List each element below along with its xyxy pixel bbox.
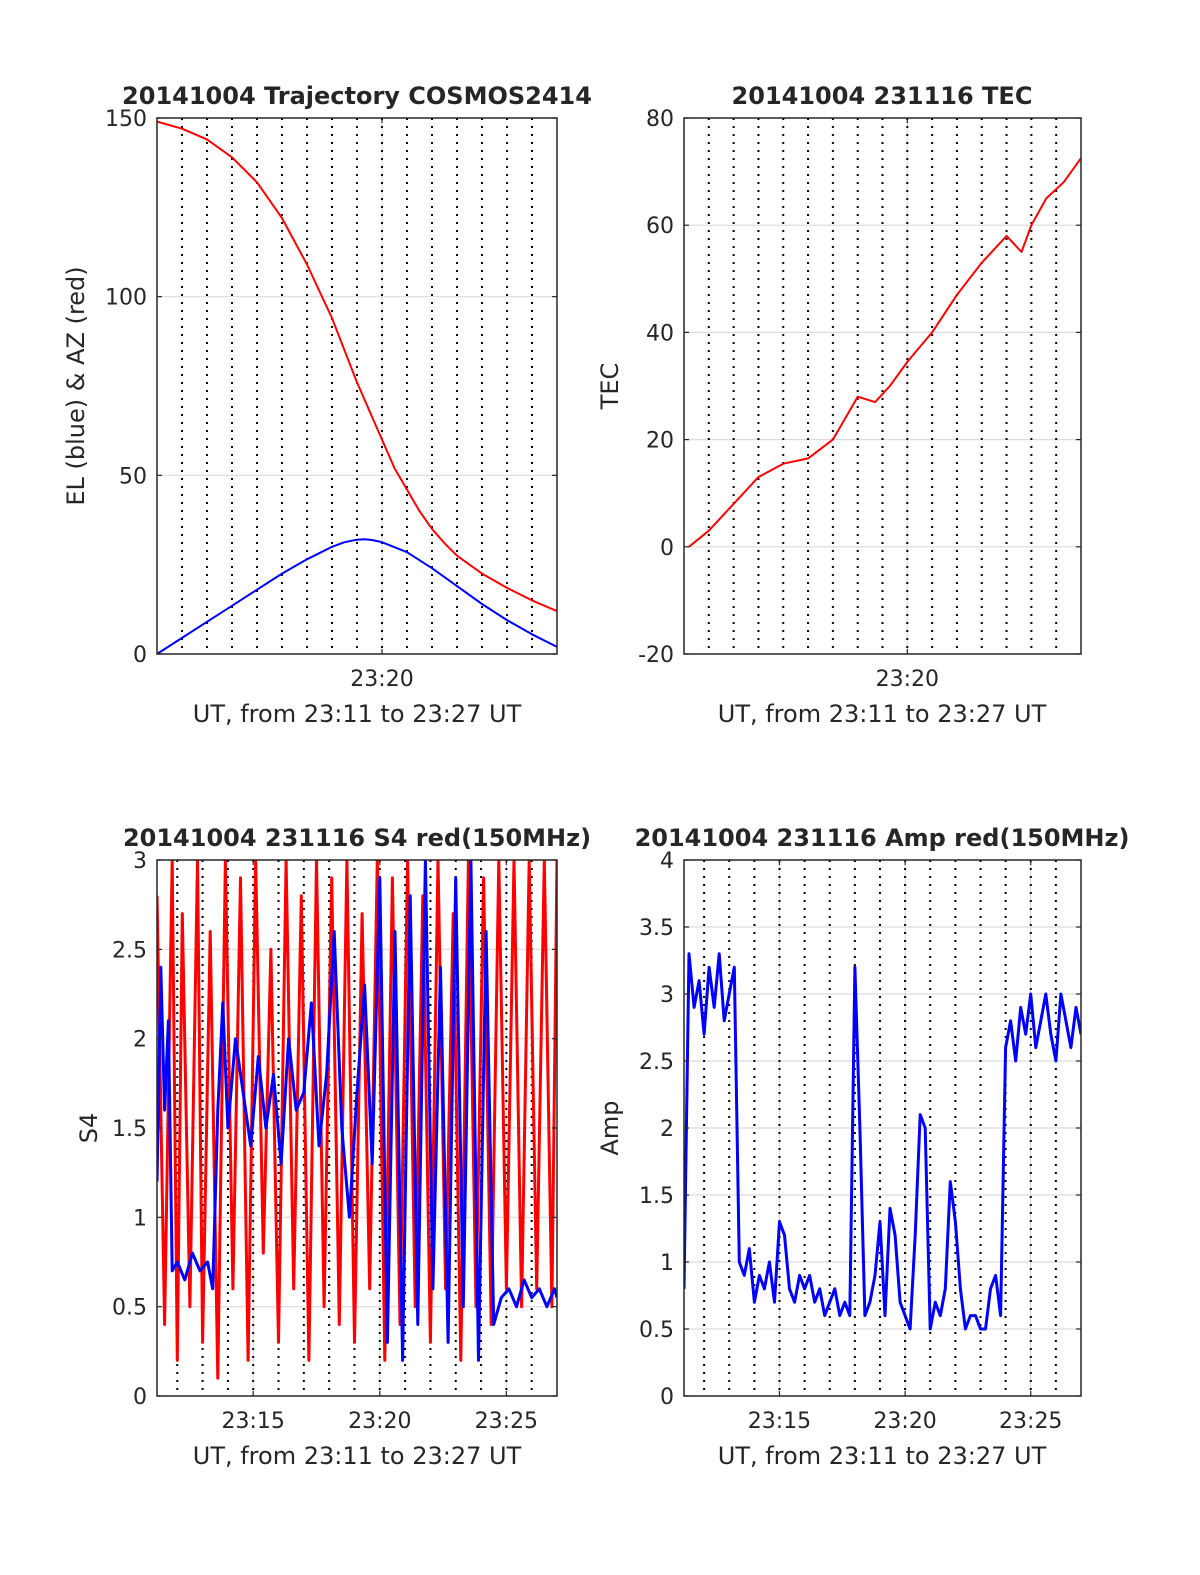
plot-frame <box>156 117 558 655</box>
dotted-grid <box>703 860 1057 1396</box>
chart-title: 20141004 231116 S4 red(150MHz) <box>123 824 591 852</box>
chart-tec: -20 0 20 40 60 80 23:20 20141004 231116 TEC U… <box>596 82 1082 728</box>
y-tick-labels: 0 50 100 150 <box>105 107 147 668</box>
x-tick-labels: 23:20 <box>876 667 939 692</box>
y-tick-labels: -20 0 20 40 60 80 <box>638 107 674 668</box>
y-tick-label: 50 <box>119 464 147 489</box>
y-tick-label: 3.5 <box>639 916 674 941</box>
series-line-blue <box>684 952 1081 1331</box>
chart-s4: 0 0.5 1 1.5 2 2.5 3 23:15 23:20 23:25 20141004 2… <box>75 824 591 1470</box>
y-tick-label: 0.5 <box>639 1318 674 1343</box>
x-tick-label: 23:20 <box>873 1409 936 1434</box>
series-line-blue <box>157 860 557 1362</box>
y-axis-label: S4 <box>75 1113 103 1144</box>
x-tick-labels: 23:20 <box>350 667 413 692</box>
x-tick-label: 23:25 <box>999 1409 1062 1434</box>
data-marks <box>157 120 557 654</box>
y-tick-label: 1.5 <box>639 1184 674 1209</box>
x-tick-label: 23:20 <box>876 667 939 692</box>
series-line-red <box>157 860 557 1380</box>
data-marks <box>157 860 557 1380</box>
tick-marks <box>157 859 557 1397</box>
y-tick-label: 3 <box>660 983 674 1008</box>
y-tick-label: 20 <box>646 429 674 454</box>
y-tick-label: 2 <box>133 1028 147 1053</box>
y-axis-label: EL (blue) & AZ (red) <box>62 266 90 505</box>
y-tick-label: 0 <box>660 536 674 561</box>
y-tick-label: 0 <box>133 1385 147 1410</box>
y-tick-label: 1 <box>133 1206 147 1231</box>
tick-marks <box>157 117 557 655</box>
chart-amp: 0 0.5 1 1.5 2 2.5 3 3.5 4 23:15 23:20 23:25 201410… <box>596 824 1129 1470</box>
y-axis-label: Amp <box>596 1100 624 1155</box>
x-tick-label: 23:15 <box>221 1409 284 1434</box>
series-line-red <box>157 120 557 613</box>
x-axis-label: UT, from 23:11 to 23:27 UT <box>193 700 522 728</box>
plot-frame <box>683 117 1082 655</box>
y-tick-label: 2 <box>660 1117 674 1142</box>
x-tick-labels: 23:15 23:20 23:25 <box>221 1409 538 1434</box>
y-tick-label: 1.5 <box>112 1117 147 1142</box>
y-tick-label: 80 <box>646 107 674 132</box>
y-tick-label: 1 <box>660 1251 674 1276</box>
y-tick-label: 0 <box>133 643 147 668</box>
y-tick-label: 2.5 <box>112 938 147 963</box>
y-tick-label: -20 <box>638 643 674 668</box>
x-tick-label: 23:20 <box>350 667 413 692</box>
y-tick-label: 4 <box>660 849 674 874</box>
x-axis-label: UT, from 23:11 to 23:27 UT <box>718 1442 1047 1470</box>
y-tick-label: 2.5 <box>639 1050 674 1075</box>
dotted-grid <box>181 118 533 654</box>
chart-title: 20141004 Trajectory COSMOS2414 <box>122 82 592 110</box>
x-tick-label: 23:25 <box>475 1409 538 1434</box>
x-tick-label: 23:20 <box>348 1409 411 1434</box>
x-tick-label: 23:15 <box>748 1409 811 1434</box>
dotted-grid <box>707 118 1058 654</box>
series-line-red <box>688 157 1081 548</box>
y-tick-label: 100 <box>105 286 147 311</box>
y-tick-label: 60 <box>646 214 674 239</box>
y-tick-labels: 0 0.5 1 1.5 2 2.5 3 <box>112 849 147 1410</box>
series-line-blue <box>157 538 557 654</box>
x-tick-labels: 23:15 23:20 23:25 <box>748 1409 1063 1434</box>
x-axis-label: UT, from 23:11 to 23:27 UT <box>718 700 1047 728</box>
y-tick-label: 0.5 <box>112 1296 147 1321</box>
data-marks <box>684 952 1081 1331</box>
y-tick-label: 3 <box>133 849 147 874</box>
tick-marks <box>684 117 1081 655</box>
tick-marks <box>684 859 1081 1397</box>
y-tick-label: 40 <box>646 321 674 346</box>
y-tick-label: 150 <box>105 107 147 132</box>
y-tick-labels: 0 0.5 1 1.5 2 2.5 3 3.5 4 <box>639 849 674 1410</box>
chart-title: 20141004 231116 TEC <box>732 82 1033 110</box>
chart-title: 20141004 231116 Amp red(150MHz) <box>635 824 1130 852</box>
y-axis-label: TEC <box>596 363 624 411</box>
data-marks <box>688 157 1081 548</box>
y-tick-label: 0 <box>660 1385 674 1410</box>
x-axis-label: UT, from 23:11 to 23:27 UT <box>193 1442 522 1470</box>
chart-trajectory: 0 50 100 150 23:20 20141004 Trajectory COSM… <box>62 82 592 728</box>
major-grid <box>684 860 1081 1396</box>
